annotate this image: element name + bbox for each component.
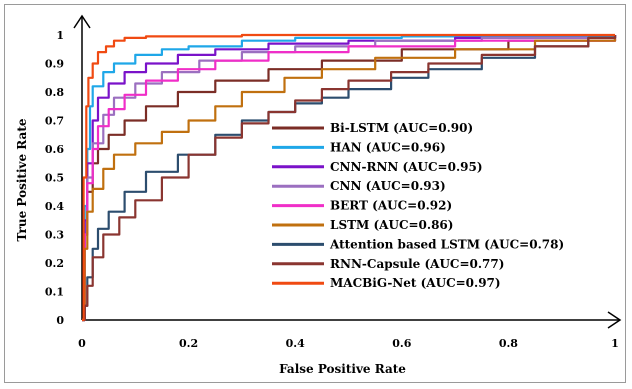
legend-label: Bi-LSTM (AUC=0.90) bbox=[330, 121, 473, 135]
x-tick-label: 0.6 bbox=[392, 337, 411, 350]
roc-curve-8 bbox=[82, 35, 617, 322]
y-tick-label: 0.3 bbox=[45, 229, 64, 242]
x-tick-label: 1 bbox=[611, 337, 619, 350]
tick-labels: 0 0.2 0.4 0.6 0.8 1 0 0.1 0.2 0.3 0.4 0.5 0.6 0.7 0.8 0… bbox=[45, 29, 619, 350]
legend-label: BERT (AUC=0.92) bbox=[330, 199, 452, 213]
roc-curve-7 bbox=[82, 35, 617, 322]
axes bbox=[73, 14, 622, 329]
y-tick-label: 0.2 bbox=[45, 257, 64, 270]
roc-curve-9 bbox=[82, 33, 615, 322]
roc-curve-4 bbox=[82, 35, 617, 322]
y-tick-label: 0 bbox=[56, 314, 64, 327]
legend-label: MACBiG-Net (AUC=0.97) bbox=[330, 276, 501, 290]
legend-label: HAN (AUC=0.96) bbox=[330, 140, 446, 154]
roc-curve-2 bbox=[82, 35, 617, 322]
legend: Bi-LSTM (AUC=0.90) HAN (AUC=0.96) CNN-RNN … bbox=[272, 121, 564, 290]
y-axis-arrow bbox=[73, 14, 91, 29]
y-tick-label: 0.6 bbox=[45, 143, 64, 156]
y-tick-label: 0.8 bbox=[45, 86, 64, 99]
y-tick-label: 0.1 bbox=[45, 286, 64, 299]
x-tick-label: 0 bbox=[78, 337, 86, 350]
roc-curve-6 bbox=[82, 35, 617, 322]
y-tick-label: 0.5 bbox=[45, 172, 64, 185]
y-tick-label: 0.4 bbox=[45, 200, 64, 213]
x-axis-arrow bbox=[607, 311, 622, 329]
roc-curve-3 bbox=[82, 35, 617, 322]
series-layer bbox=[82, 33, 617, 322]
legend-label: RNN-Capsule (AUC=0.77) bbox=[330, 257, 504, 271]
x-axis-title: False Positive Rate bbox=[279, 362, 406, 376]
legend-label: CNN (AUC=0.93) bbox=[330, 179, 446, 193]
x-tick-label: 0.2 bbox=[179, 337, 198, 350]
y-axis-title: True Positive Rate bbox=[15, 118, 29, 241]
legend-label: CNN-RNN (AUC=0.95) bbox=[330, 160, 483, 174]
y-tick-label: 0.9 bbox=[45, 58, 64, 71]
x-tick-label: 0.8 bbox=[499, 337, 518, 350]
legend-label: Attention based LSTM (AUC=0.78) bbox=[329, 237, 564, 251]
y-tick-label: 0.7 bbox=[45, 115, 64, 128]
x-tick-label: 0.4 bbox=[286, 337, 305, 350]
y-tick-label: 1 bbox=[56, 29, 64, 42]
roc-curve-5 bbox=[82, 35, 617, 322]
legend-label: LSTM (AUC=0.86) bbox=[330, 218, 453, 232]
